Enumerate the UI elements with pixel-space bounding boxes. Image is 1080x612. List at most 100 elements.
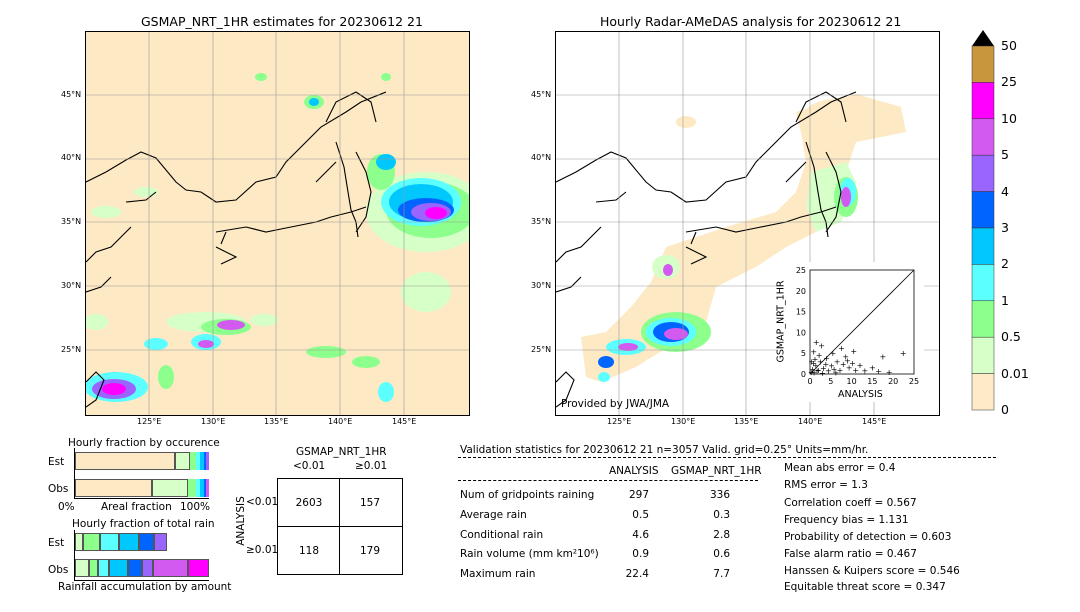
validation-col-analysis: ANALYSIS bbox=[609, 465, 659, 477]
occurrence-title: Hourly fraction by occurence bbox=[68, 437, 220, 449]
scatter-point: + bbox=[813, 338, 820, 347]
scatter-point: + bbox=[809, 365, 816, 374]
scatter-point: + bbox=[818, 342, 825, 351]
stat-label-gridpoints: Num of gridpoints raining bbox=[460, 489, 595, 501]
colorbar-segment bbox=[971, 264, 995, 302]
colorbar-segment bbox=[971, 82, 995, 120]
contingency-row-ge: ≥0.01 bbox=[246, 544, 279, 556]
occurrence-row-obs: Obs bbox=[48, 483, 69, 495]
colorbar-label: 0.01 bbox=[1001, 365, 1029, 381]
validation-col-gsmap: GSMAP_NRT_1HR bbox=[671, 465, 762, 477]
right-lon-tick-145: 145°E bbox=[862, 417, 887, 426]
right-lat-tick-35: 35°N bbox=[531, 217, 552, 226]
scatter-point: + bbox=[850, 347, 857, 356]
scatter-point: + bbox=[812, 361, 819, 370]
scatter-point: + bbox=[817, 358, 824, 367]
scatter-point: + bbox=[900, 349, 907, 358]
scatter-point: + bbox=[816, 351, 823, 360]
colorbar-label: 2 bbox=[1001, 256, 1009, 272]
left-grid bbox=[86, 32, 469, 415]
total-rain-title: Hourly fraction of total rain bbox=[72, 518, 215, 530]
scatter-point: + bbox=[842, 353, 849, 362]
contingency-col-ge: ≥0.01 bbox=[355, 460, 388, 472]
scatter-point: + bbox=[815, 366, 822, 375]
scatter-point: + bbox=[857, 361, 864, 370]
left-lat-tick-40: 40°N bbox=[61, 153, 82, 162]
scatter-x-tick: 25 bbox=[909, 377, 919, 386]
stat-label-conditional: Conditional rain bbox=[460, 529, 544, 541]
scatter-point: + bbox=[808, 368, 815, 377]
right-map-canvas bbox=[556, 32, 939, 415]
scatter-x-tick: 15 bbox=[867, 377, 877, 386]
colorbar-label: 5 bbox=[1001, 147, 1009, 163]
right-lon-tick-140: 140°E bbox=[798, 417, 823, 426]
occurrence-axis-mid: Areal fraction bbox=[101, 501, 172, 513]
colorbar-segment bbox=[971, 227, 995, 265]
left-lon-tick-135: 135°E bbox=[264, 417, 289, 426]
scatter-xlabel: ANALYSIS bbox=[838, 389, 883, 400]
colorbar-segment bbox=[971, 154, 995, 192]
right-lat-tick-40: 40°N bbox=[531, 153, 552, 162]
scatter-inset: + + + + + + + + + + + + + + + + + + + + + + + + + + + + + + + + + + + + + + + +… bbox=[775, 262, 924, 402]
scatter-y-tick: 5 bbox=[801, 349, 806, 358]
colorbar-svg bbox=[971, 30, 995, 411]
validation-table-rule bbox=[458, 480, 758, 481]
stat-gsmap-average: 0.3 bbox=[713, 509, 730, 521]
contingency-cell-01: 157 bbox=[359, 497, 381, 509]
occurrence-bar-est bbox=[75, 452, 209, 470]
colorbar-label: 50 bbox=[1001, 38, 1017, 53]
occurrence-chart bbox=[74, 448, 209, 499]
scatter-point: + bbox=[819, 369, 826, 378]
total-bar-obs bbox=[75, 559, 209, 577]
scatter-point: + bbox=[810, 359, 817, 368]
contingency-cell-10: 118 bbox=[298, 545, 320, 557]
scatter-point: + bbox=[832, 368, 839, 377]
contingency-cell-00: 2603 bbox=[295, 497, 323, 509]
occurrence-bar-obs bbox=[75, 479, 209, 497]
score-mae: Mean abs error = 0.4 bbox=[784, 462, 896, 474]
colorbar-segment bbox=[971, 336, 995, 374]
left-lat-tick-45: 45°N bbox=[61, 90, 82, 99]
validation-divider bbox=[458, 457, 996, 458]
occurrence-axis-right: 100% bbox=[180, 501, 211, 513]
score-ets: Equitable threat score = 0.347 bbox=[784, 581, 946, 593]
colorbar-label: 4 bbox=[1001, 183, 1009, 199]
total-rain-chart bbox=[74, 530, 209, 581]
colorbar bbox=[969, 28, 997, 416]
scatter-point: + bbox=[869, 363, 876, 372]
score-pod: Probability of detection = 0.603 bbox=[784, 531, 952, 543]
colorbar-extend-arrow bbox=[972, 30, 994, 46]
scatter-point: + bbox=[844, 356, 851, 365]
stat-analysis-average: 0.5 bbox=[632, 509, 649, 521]
scatter-point: + bbox=[840, 360, 847, 369]
scatter-point: + bbox=[879, 353, 886, 362]
right-map: Provided by JWA/JMA bbox=[555, 31, 940, 416]
left-lon-tick-145: 145°E bbox=[392, 417, 417, 426]
right-lat-tick-30: 30°N bbox=[531, 281, 552, 290]
stat-analysis-conditional: 4.6 bbox=[632, 529, 649, 541]
colorbar-segment bbox=[971, 191, 995, 229]
scatter-point: + bbox=[852, 366, 859, 375]
radar-credit: Provided by JWA/JMA bbox=[561, 398, 670, 410]
right-lon-tick-125: 125°E bbox=[607, 417, 632, 426]
scatter-y-tick: 25 bbox=[796, 266, 806, 275]
stat-gsmap-gridpoints: 336 bbox=[709, 489, 730, 501]
scatter-point: + bbox=[875, 367, 882, 376]
score-frequency-bias: Frequency bias = 1.131 bbox=[784, 514, 909, 526]
scatter-point: + bbox=[810, 348, 817, 357]
scatter-x-tick: 5 bbox=[828, 377, 833, 386]
stat-gsmap-maximum: 7.7 bbox=[713, 568, 730, 580]
stat-analysis-maximum: 22.4 bbox=[625, 568, 649, 580]
stat-label-volume: Rain volume (mm km²10⁶) bbox=[460, 548, 599, 560]
contingency-cell-11: 179 bbox=[359, 545, 381, 557]
scatter-point: + bbox=[823, 354, 830, 363]
scatter-diagonal bbox=[809, 269, 915, 375]
scatter-point: + bbox=[828, 362, 835, 371]
contingency-grid: 2603 157 118 179 bbox=[277, 478, 403, 575]
scatter-point: + bbox=[834, 358, 841, 367]
score-rmse: RMS error = 1.3 bbox=[784, 479, 868, 491]
scatter-y-tick: 20 bbox=[796, 287, 806, 296]
left-lon-tick-125: 125°E bbox=[137, 417, 162, 426]
score-far: False alarm ratio = 0.467 bbox=[784, 548, 917, 560]
stat-analysis-gridpoints: 297 bbox=[628, 489, 649, 501]
